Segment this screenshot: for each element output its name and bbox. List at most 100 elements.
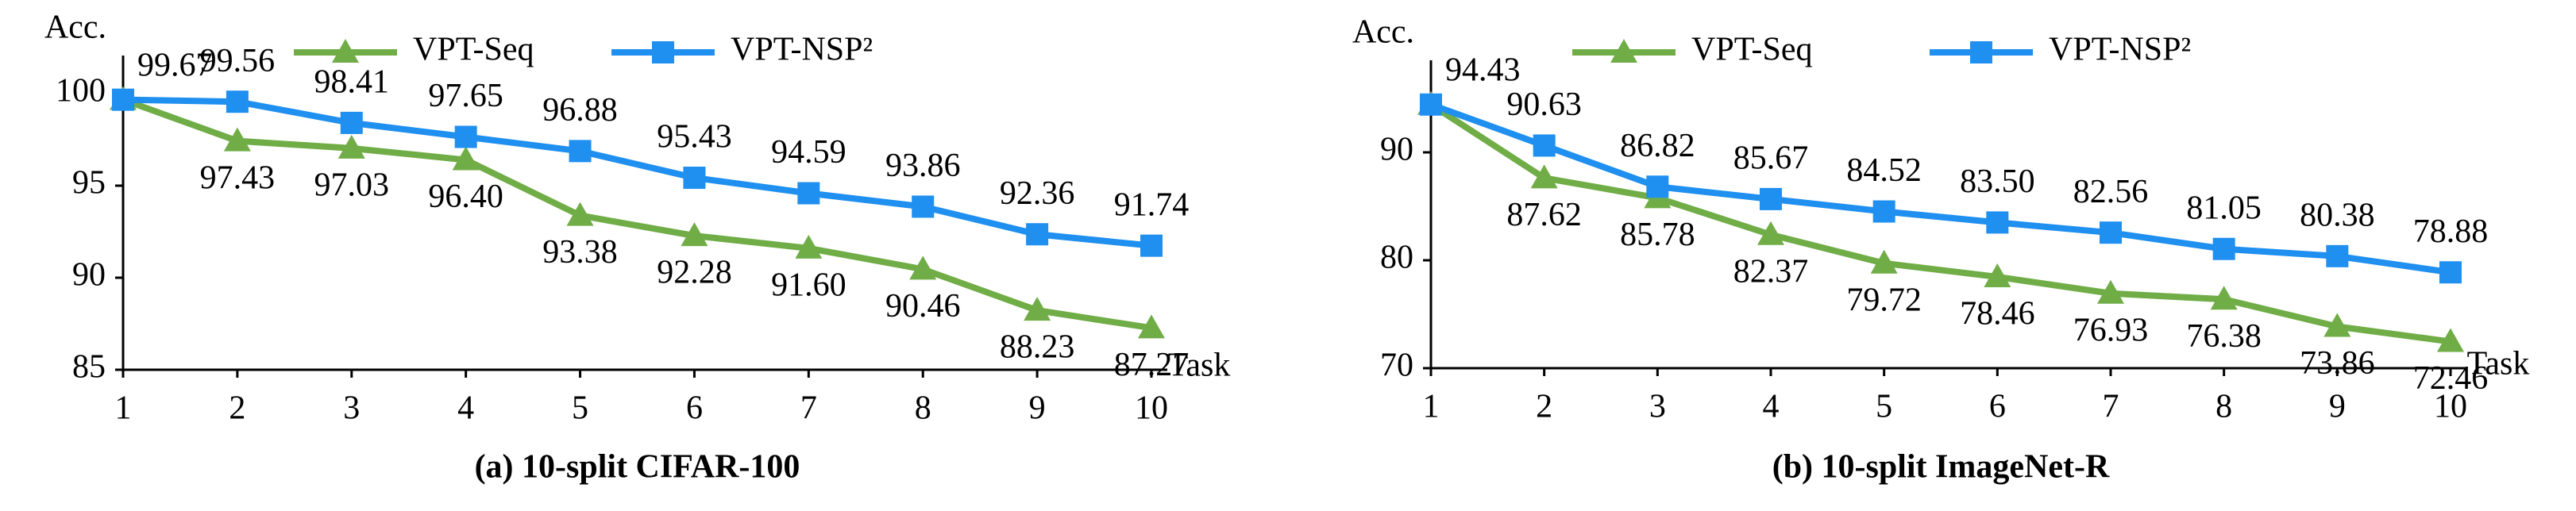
data-label: 85.67	[1733, 140, 1809, 177]
data-label: 85.78	[1620, 217, 1695, 253]
data-label: 86.82	[1620, 128, 1695, 164]
data-label: 82.37	[1733, 253, 1809, 290]
point-marker	[797, 182, 820, 205]
chart-title: (b) 10-split ImageNet-R	[1772, 449, 2110, 486]
x-tick-label: 7	[2103, 389, 2119, 425]
series-line	[121, 96, 1152, 332]
point-marker	[1760, 187, 1782, 210]
x-tick-label: 9	[1029, 390, 1046, 427]
legend-label: VPT-Seq	[413, 32, 534, 68]
legend-marker	[1610, 39, 1637, 63]
data-label: 91.74	[1114, 186, 1190, 223]
data-label: 84.52	[1846, 152, 1922, 189]
x-tick-label: 3	[343, 390, 360, 427]
y-tick-label: 90	[1380, 132, 1413, 168]
point-marker	[683, 167, 706, 190]
x-tick-label: 4	[1763, 389, 1780, 425]
x-tick-label: 10	[1135, 390, 1168, 427]
point-marker	[1872, 200, 1895, 223]
point-marker	[681, 222, 708, 247]
data-label: 98.41	[314, 64, 390, 101]
point-marker	[1757, 221, 1784, 245]
x-tick-label: 6	[1989, 389, 2006, 425]
data-label: 97.03	[314, 167, 390, 204]
x-tick-label: 10	[2434, 389, 2467, 425]
data-label: 72.46	[2413, 360, 2489, 397]
data-label: 87.62	[1506, 197, 1582, 233]
x-axis-label: Task	[1168, 348, 1231, 384]
point-marker	[1646, 175, 1669, 198]
legend-label: VPT-NSP²	[731, 32, 873, 68]
legend-label: VPT-Seq	[1691, 32, 1812, 68]
series-line	[122, 96, 1152, 249]
x-tick-label: 5	[572, 390, 588, 427]
data-label: 78.46	[1960, 296, 2035, 332]
data-label: 88.23	[1000, 329, 1075, 366]
data-label: 97.65	[428, 78, 503, 114]
x-tick-label: 4	[457, 390, 474, 427]
y-axis-label: Acc.	[44, 10, 106, 46]
data-label: 80.38	[2300, 197, 2375, 233]
data-label: 76.38	[2186, 318, 2262, 355]
point-marker	[1870, 249, 1898, 274]
data-label: 93.38	[542, 234, 618, 271]
x-tick-label: 1	[1423, 389, 1440, 425]
x-tick-label: 1	[115, 390, 132, 427]
point-marker	[1984, 263, 2011, 287]
data-label: 96.88	[542, 92, 618, 129]
point-marker	[909, 256, 937, 280]
point-marker	[1140, 234, 1163, 257]
point-marker	[337, 134, 365, 159]
x-tick-label: 8	[915, 390, 931, 427]
point-marker	[2210, 286, 2238, 310]
x-tick-label: 8	[2215, 389, 2232, 425]
data-label: 73.86	[2300, 345, 2375, 382]
x-tick-label: 7	[800, 390, 817, 427]
point-marker	[454, 125, 477, 148]
data-label: 87.27	[1114, 347, 1190, 383]
series-line	[1429, 102, 2451, 345]
point-marker	[1026, 223, 1049, 246]
data-label: 91.60	[771, 267, 846, 304]
point-marker	[1986, 211, 2009, 234]
point-marker	[226, 90, 249, 113]
point-marker	[2437, 328, 2464, 352]
y-tick-label: 100	[56, 73, 106, 110]
y-tick-label: 85	[72, 349, 106, 386]
point-marker	[2439, 261, 2462, 284]
legend-marker	[652, 41, 674, 63]
x-tick-label: 2	[1536, 389, 1552, 425]
point-marker	[340, 111, 363, 134]
data-label: 78.88	[2413, 213, 2489, 250]
x-axis-label: Task	[2467, 346, 2530, 382]
point-marker	[2100, 221, 2122, 244]
data-label: 94.43	[1445, 52, 1521, 88]
data-label: 79.72	[1846, 282, 1922, 318]
data-label: 92.28	[657, 255, 732, 291]
point-marker	[2326, 244, 2349, 267]
point-marker	[2097, 279, 2124, 304]
x-tick-label: 6	[686, 390, 703, 427]
data-label: 82.56	[2073, 174, 2149, 210]
y-tick-label: 90	[72, 257, 106, 294]
point-marker	[795, 234, 823, 259]
data-label: 93.86	[885, 148, 961, 184]
y-axis-label: Acc.	[1352, 14, 1414, 51]
legend-marker	[1970, 41, 1992, 63]
x-tick-label: 5	[1876, 389, 1892, 425]
data-label: 76.93	[2073, 312, 2149, 348]
point-marker	[223, 127, 251, 152]
data-label: 92.36	[1000, 175, 1075, 212]
y-tick-label: 95	[72, 165, 106, 202]
legend-marker	[332, 39, 359, 63]
y-tick-label: 70	[1380, 348, 1413, 384]
point-marker	[2323, 313, 2351, 337]
point-marker	[452, 146, 480, 171]
point-marker	[2212, 237, 2235, 260]
legend-label: VPT-NSP²	[2049, 32, 2191, 68]
data-label: 94.59	[771, 134, 846, 171]
point-marker	[1138, 314, 1165, 339]
data-label: 96.40	[428, 179, 503, 215]
data-label: 83.50	[1960, 163, 2035, 200]
